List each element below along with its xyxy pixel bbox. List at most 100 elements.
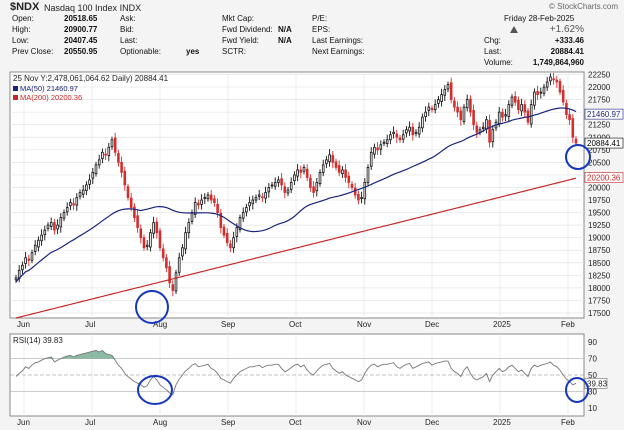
candle-body — [46, 224, 50, 229]
ma200-line — [15, 177, 577, 319]
candle-body — [94, 164, 98, 175]
candle-body — [321, 164, 325, 173]
candle-body — [385, 139, 389, 144]
candle-body — [536, 91, 539, 95]
candle-body — [360, 197, 363, 199]
candle-body — [123, 170, 127, 186]
candle-body — [120, 161, 123, 173]
candle-body — [305, 168, 309, 178]
rsi-tick-label: 50 — [588, 371, 597, 380]
candle-body — [545, 81, 549, 88]
mktcap-label: Mkt Cap: — [222, 14, 255, 23]
candle-body — [347, 175, 351, 183]
rsi-month-label: Dec — [425, 418, 439, 427]
candle-body — [213, 198, 216, 203]
rsi-line — [15, 349, 577, 396]
candle-body — [81, 189, 85, 195]
rsi-month-label: Aug — [153, 418, 167, 427]
price-tick-label: 20000 — [588, 183, 611, 192]
rsi-month-label: Jul — [85, 418, 95, 427]
candle-body — [427, 106, 431, 111]
up-arrow-icon — [510, 26, 518, 33]
candle-body — [469, 98, 472, 113]
last-label: Last: — [120, 36, 138, 45]
candle-body — [113, 137, 117, 153]
fwd-yield-label: Fwd Yield: — [222, 36, 259, 45]
price-tick-label: 17750 — [588, 296, 611, 305]
candle-body — [574, 138, 578, 144]
candle-body — [293, 174, 296, 182]
candle-body — [33, 244, 37, 252]
candle-body — [523, 104, 527, 113]
candle-body — [152, 222, 155, 234]
volume-label: Volume: — [484, 58, 513, 67]
rsi-overbought-area — [16, 350, 576, 359]
last-price-label: Last: — [484, 47, 502, 56]
candle-body — [459, 110, 463, 121]
candle-body — [485, 119, 488, 130]
candle-body — [350, 183, 354, 188]
candle-body — [315, 182, 319, 192]
candle-body — [277, 179, 280, 183]
candle-body — [571, 118, 575, 138]
optionable-label: Optionable: — [120, 47, 161, 56]
candle-body — [289, 182, 293, 190]
candle-body — [264, 192, 267, 199]
candle-body — [331, 155, 335, 163]
candle-body — [283, 186, 287, 193]
rsi-last-value: 39.83 — [587, 379, 608, 388]
candle-body — [129, 197, 133, 208]
candle-body — [107, 146, 111, 156]
price-circle-annotation — [135, 290, 169, 324]
candle-body — [53, 222, 56, 231]
change-percent: +1.62% — [549, 24, 584, 35]
brand-logo: © StockCharts.com — [548, 2, 618, 11]
candle-body — [334, 161, 338, 168]
candle-body — [177, 257, 181, 273]
month-label: Nov — [357, 320, 371, 329]
candle-body — [411, 126, 415, 136]
low-value: 20407.45 — [64, 36, 98, 45]
candle-body — [270, 184, 274, 187]
legend-swatch — [13, 95, 18, 100]
price-tick-label: 22000 — [588, 83, 611, 92]
candle-body — [401, 134, 405, 140]
candle-body — [539, 91, 543, 94]
candle-body — [549, 76, 552, 82]
candle-body — [200, 199, 203, 205]
candle-body — [373, 146, 376, 155]
candle-body — [462, 106, 466, 122]
price-flag: 20200.36 — [587, 173, 621, 182]
candle-body — [91, 172, 95, 179]
candle-body — [542, 86, 546, 94]
price-tick-label: 22250 — [588, 71, 611, 80]
candle-body — [488, 119, 491, 143]
candle-body — [14, 277, 18, 281]
candle-body — [117, 153, 120, 163]
candle-body — [62, 212, 66, 219]
candle-body — [433, 104, 437, 111]
info-line: 25 Nov Y:2,478,061,064.62 Daily) 20884.4… — [13, 74, 169, 83]
candle-body — [174, 272, 178, 292]
candle-body — [30, 252, 34, 261]
price-tick-label: 18000 — [588, 284, 611, 293]
month-label: 2025 — [493, 320, 511, 329]
candle-body — [222, 226, 226, 236]
fwd-yield-value: N/A — [278, 36, 292, 45]
candle-body — [504, 114, 507, 117]
candle-body — [299, 169, 303, 173]
rsi-month-label: Oct — [289, 418, 302, 427]
candle-body — [149, 232, 152, 248]
candle-body — [443, 89, 447, 96]
candle-body — [379, 144, 383, 150]
candle-body — [267, 187, 271, 193]
candle-body — [142, 237, 146, 249]
price-tick-label: 21750 — [588, 96, 611, 105]
price-tick-label: 19250 — [588, 221, 611, 230]
candle-body — [552, 78, 555, 81]
candle-body — [382, 141, 386, 144]
candle-body — [78, 192, 82, 197]
candle-body — [389, 134, 392, 141]
bid-label: Bid: — [120, 25, 134, 34]
